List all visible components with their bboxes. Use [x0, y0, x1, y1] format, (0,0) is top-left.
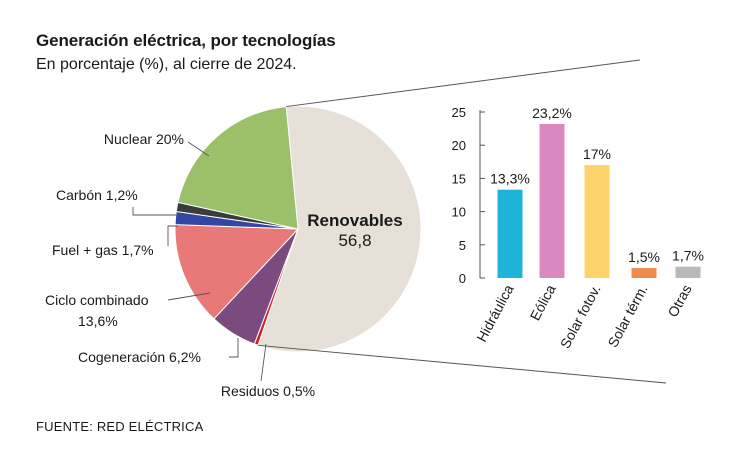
bar-value-label: 1,5% — [628, 249, 660, 265]
chart-title: Generación eléctrica, por tecnologías — [36, 31, 336, 50]
zoom-connector-top — [286, 59, 641, 108]
pie-value-ciclo-combinado: 13,6% — [78, 313, 118, 329]
pie-slice-ciclo-combinado — [174, 224, 300, 320]
bar-category-label: Otras — [664, 282, 694, 320]
bar-category-label: Hidráulica — [473, 282, 516, 345]
bar-solar-term — [631, 268, 657, 278]
bar-y-tick-label: 10 — [452, 205, 466, 220]
leader-fuel-gas — [167, 225, 178, 246]
pie-slice-nuclear — [177, 106, 299, 230]
bar-y-tick-label: 5 — [459, 238, 466, 253]
leader-cogeneracion — [229, 338, 239, 358]
bar-y-tick-label: 25 — [452, 105, 466, 120]
bar-value-label: 13,3% — [490, 171, 530, 187]
pie-label-carbon: Carbón 1,2% — [56, 187, 138, 203]
bar-category-label: Eólica — [527, 282, 559, 323]
leader-ciclo-combinado — [167, 292, 211, 301]
bar-solar-fotov — [584, 165, 610, 278]
bar-y-tick-label: 20 — [452, 138, 466, 153]
bar-y-tick-label: 0 — [459, 271, 466, 286]
bar-value-label: 23,2% — [532, 105, 572, 121]
leader-residuos — [260, 343, 267, 382]
bar-hidraulica — [497, 189, 523, 278]
bar-value-label: 1,7% — [672, 248, 704, 264]
pie-label-residuos: Residuos 0,5% — [221, 383, 315, 399]
chart-subtitle: En porcentaje (%), al cierre de 2024. — [36, 56, 297, 73]
bar-category-label: Solar fotov. — [557, 282, 604, 351]
bar-y-tick-label: 15 — [452, 171, 466, 186]
pie-label-fuel-gas: Fuel + gas 1,7% — [52, 242, 154, 258]
pie-slice-renovables — [257, 105, 422, 353]
leader-nuclear — [187, 141, 210, 157]
source-note: FUENTE: RED ELÉCTRICA — [36, 419, 204, 434]
pie-label-cogeneracion: Cogeneración 6,2% — [78, 349, 201, 365]
leader-carbon — [132, 207, 180, 216]
bar-eolica — [539, 123, 565, 279]
pie-label-ciclo-combinado: Ciclo combinado — [45, 292, 149, 308]
bar-value-label: 17% — [583, 146, 611, 162]
pie-label-nuclear: Nuclear 20% — [104, 131, 184, 147]
bar-otras — [675, 266, 701, 278]
pie-label-renovables: Renovables — [307, 211, 402, 230]
pie-value-renovables: 56,8 — [338, 231, 371, 250]
zoom-connector-bottom — [257, 344, 667, 384]
bar-category-label: Solar térm. — [604, 282, 650, 350]
